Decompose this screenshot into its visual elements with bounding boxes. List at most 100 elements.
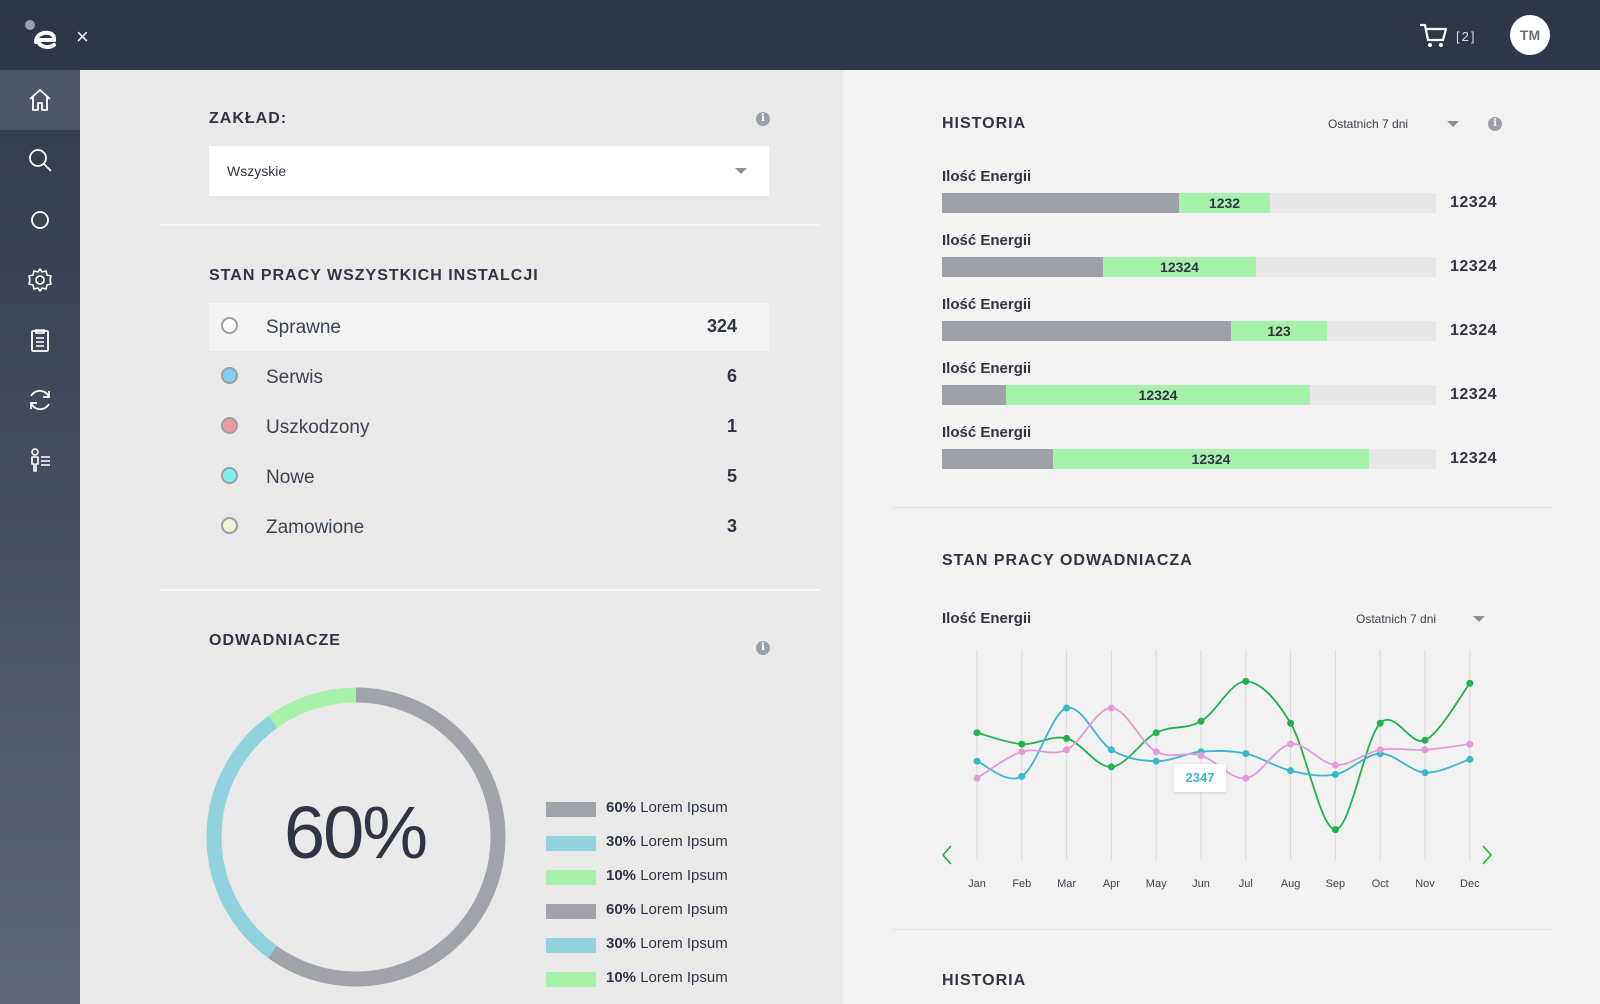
donut-segment — [206, 687, 506, 987]
data-point[interactable] — [973, 774, 981, 782]
sidebar-item-clipboard[interactable] — [0, 310, 80, 370]
avatar[interactable]: TM — [1510, 15, 1550, 55]
data-point[interactable] — [1107, 746, 1115, 754]
chevron-right-icon[interactable] — [1480, 844, 1494, 866]
sidebar-item-settings[interactable] — [0, 250, 80, 310]
sidebar-item-circle[interactable] — [0, 190, 80, 250]
data-point[interactable] — [1018, 740, 1026, 748]
status-label: Sprawne — [266, 317, 341, 338]
data-point[interactable] — [1421, 746, 1429, 754]
status-row[interactable]: Uszkodzony 1 — [209, 403, 769, 451]
legend-pct: 10% — [606, 969, 637, 986]
status-row[interactable]: Nowe 5 — [209, 453, 769, 501]
data-point[interactable] — [1063, 746, 1071, 754]
chevron-down-icon[interactable] — [1473, 616, 1485, 622]
status-count: 5 — [726, 466, 737, 486]
data-point[interactable] — [1063, 734, 1071, 742]
status-dot — [221, 517, 238, 534]
historia-range-dropdown[interactable]: Ostatnich 7 dni — [1328, 117, 1409, 131]
data-point[interactable] — [1242, 774, 1250, 782]
divider — [160, 589, 820, 591]
x-tick-label: Oct — [1371, 878, 1389, 890]
x-tick-label: Feb — [1012, 878, 1032, 890]
sidebar-item-home[interactable] — [0, 70, 80, 130]
cart-count: [2] — [1456, 29, 1477, 44]
divider — [892, 929, 1552, 930]
data-point[interactable] — [973, 757, 981, 765]
data-point[interactable] — [1466, 679, 1474, 687]
bar-gray-segment — [942, 257, 1103, 277]
data-point[interactable] — [1331, 826, 1339, 834]
data-point[interactable] — [1331, 771, 1339, 778]
legend-label: Lorem Ipsum — [640, 935, 728, 952]
status-row[interactable]: Serwis 6 — [209, 353, 769, 401]
gear-icon — [28, 268, 52, 292]
legend-swatch — [546, 802, 596, 817]
legend-pct: 10% — [606, 867, 637, 884]
x-tick-label: Jun — [1192, 878, 1210, 890]
bar-green-segment: 12324 — [1103, 257, 1256, 277]
data-point[interactable] — [1152, 748, 1160, 756]
data-point[interactable] — [1152, 729, 1160, 737]
status-row[interactable]: Sprawne 324 — [209, 303, 769, 351]
data-point[interactable] — [1287, 767, 1295, 775]
sidebar-item-refresh[interactable] — [0, 370, 80, 430]
x-tick-label: Jul — [1238, 878, 1253, 890]
zaklad-title: ZAKŁAD: — [209, 110, 288, 127]
stan-odwadniacza-title: STAN PRACY ODWADNIACZA — [942, 552, 1193, 569]
data-point[interactable] — [1107, 704, 1115, 712]
zaklad-select-value: Wszyskie — [227, 163, 287, 179]
data-point[interactable] — [1242, 677, 1250, 685]
x-tick-label: Aug — [1280, 878, 1301, 890]
info-icon[interactable]: i — [1488, 117, 1502, 131]
status-label: Zamowione — [266, 517, 365, 538]
legend-text: 30% Lorem Ipsum — [606, 833, 728, 850]
data-point[interactable] — [1421, 769, 1429, 777]
data-point[interactable] — [1018, 772, 1026, 780]
info-icon[interactable]: i — [756, 641, 770, 655]
data-point[interactable] — [1197, 717, 1205, 725]
legend-swatch — [546, 870, 596, 885]
bar-label: Ilość Energii — [942, 296, 1032, 313]
data-point[interactable] — [973, 729, 981, 737]
data-point[interactable] — [1242, 750, 1250, 758]
data-point[interactable] — [1018, 748, 1026, 756]
data-point[interactable] — [1376, 746, 1384, 754]
chart-range-dropdown[interactable]: Ostatnich 7 dni — [1356, 612, 1437, 626]
data-point[interactable] — [1466, 755, 1474, 763]
brand-logo[interactable] — [22, 16, 62, 54]
data-point[interactable] — [1107, 763, 1115, 771]
data-point[interactable] — [1287, 719, 1295, 727]
bar-track: 1232 — [942, 193, 1436, 213]
historia-title: HISTORIA — [942, 115, 1027, 132]
data-point[interactable] — [1287, 740, 1295, 748]
bar-green-segment: 12324 — [1006, 385, 1310, 405]
data-point[interactable] — [1152, 757, 1160, 765]
bar-track: 12324 — [942, 449, 1436, 469]
legend-label: Lorem Ipsum — [640, 901, 728, 918]
data-point[interactable] — [1063, 704, 1071, 712]
odwadniacze-title: ODWADNIACZE — [209, 632, 341, 649]
status-dot — [221, 467, 238, 484]
data-point[interactable] — [1331, 761, 1339, 769]
info-icon[interactable]: i — [756, 112, 770, 126]
cart-icon[interactable] — [1418, 20, 1448, 50]
refresh-icon — [30, 389, 50, 411]
close-icon[interactable]: × — [76, 24, 89, 49]
bar-total: 12324 — [1450, 258, 1497, 275]
sidebar-item-users[interactable] — [0, 430, 80, 490]
data-point[interactable] — [1421, 736, 1429, 744]
data-point[interactable] — [1197, 752, 1205, 759]
legend-label: Lorem Ipsum — [640, 969, 728, 986]
bar-gray-segment — [942, 321, 1231, 341]
chevron-left-icon[interactable] — [940, 844, 954, 866]
data-point[interactable] — [1376, 719, 1384, 727]
data-point[interactable] — [1466, 740, 1474, 748]
chevron-down-icon[interactable] — [1447, 121, 1459, 127]
sidebar-item-search[interactable] — [0, 130, 80, 190]
zaklad-select[interactable]: Wszyskie — [209, 146, 769, 196]
bar-label: Ilość Energii — [942, 232, 1032, 249]
circle-icon — [31, 211, 49, 229]
status-count: 3 — [726, 516, 737, 536]
status-row[interactable]: Zamowione 3 — [209, 503, 769, 551]
